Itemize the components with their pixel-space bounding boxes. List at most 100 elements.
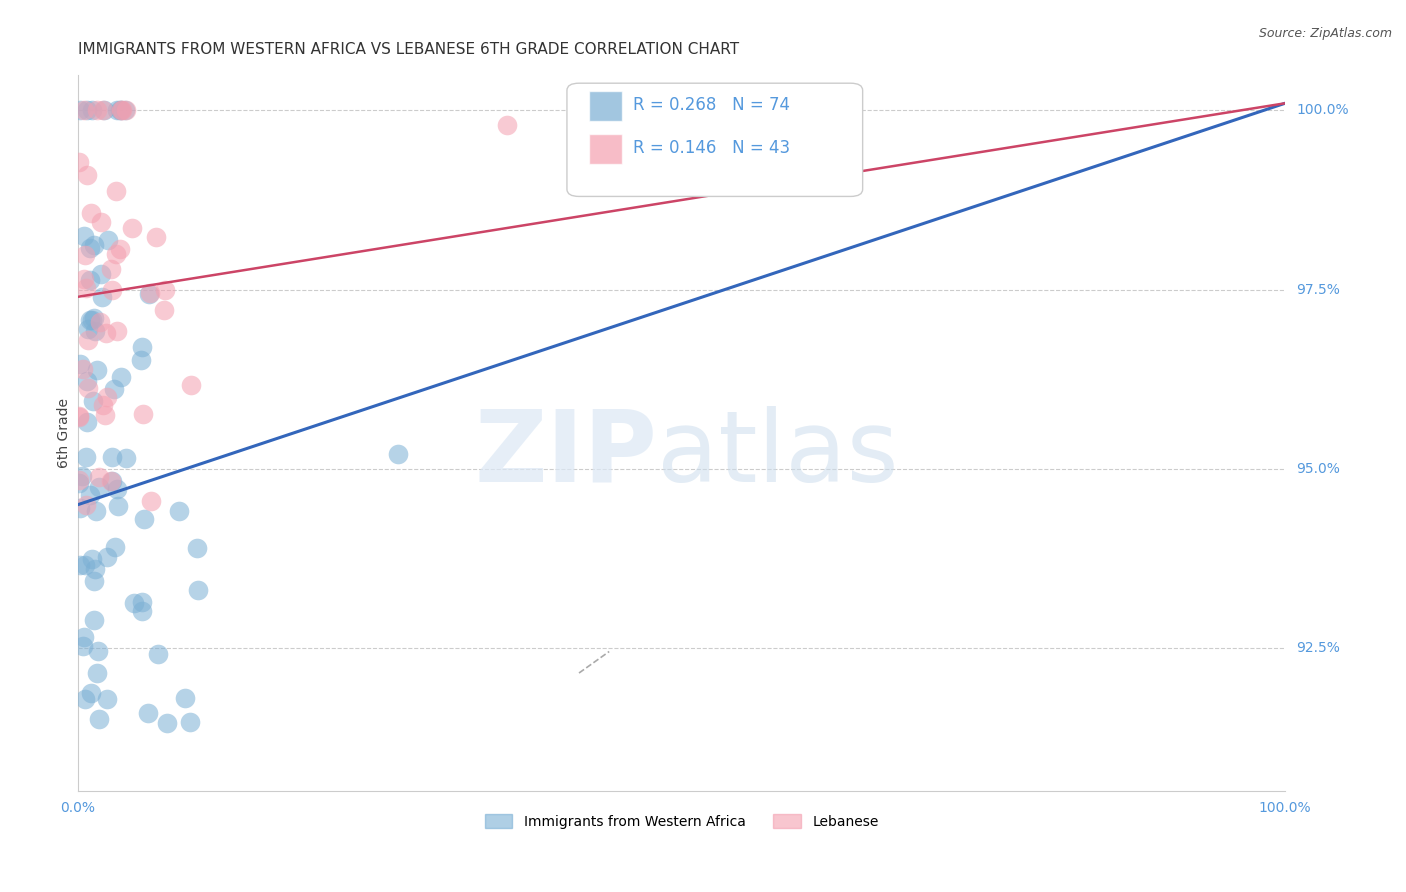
Point (82, 313, 104, 327)
Point (67, 155, 90, 169)
Point (114, 103, 136, 118)
Point (69, 558, 91, 572)
Point (96, 390, 118, 404)
Point (84, 504, 107, 518)
Point (76, 103, 98, 118)
Point (91, 398, 114, 412)
Point (129, 352, 152, 367)
Point (297, 855, 319, 870)
Point (101, 474, 124, 488)
Point (73, 248, 96, 262)
Point (110, 243, 132, 257)
Point (90, 215, 112, 229)
Point (141, 494, 163, 508)
Point (73, 272, 96, 286)
Point (104, 541, 127, 555)
Point (131, 594, 153, 608)
Point (86, 363, 108, 377)
Point (79, 313, 101, 327)
Point (89, 480, 111, 494)
Point (108, 103, 131, 118)
Point (180, 378, 202, 392)
Point (69, 357, 91, 371)
Point (105, 247, 128, 261)
Point (67, 473, 90, 487)
Point (131, 341, 153, 355)
Point (93, 103, 115, 118)
Y-axis label: 6th Grade: 6th Grade (58, 398, 72, 468)
Point (79, 273, 101, 287)
Point (73, 103, 96, 118)
Point (77, 322, 100, 336)
Point (156, 716, 179, 731)
Point (89, 315, 111, 329)
Point (110, 370, 132, 384)
Point (121, 220, 143, 235)
Point (100, 262, 122, 277)
Point (115, 450, 138, 465)
Point (83, 238, 105, 252)
Point (87, 470, 110, 484)
FancyBboxPatch shape (567, 83, 863, 196)
Point (83, 613, 105, 627)
Point (80, 686, 103, 700)
Text: IMMIGRANTS FROM WESTERN AFRICA VS LEBANESE 6TH GRADE CORRELATION CHART: IMMIGRANTS FROM WESTERN AFRICA VS LEBANE… (79, 42, 740, 57)
Point (75, 558, 97, 572)
Text: R = 0.268   N = 74: R = 0.268 N = 74 (633, 96, 790, 114)
Point (75, 692, 97, 706)
Point (139, 286, 162, 301)
Point (76, 374, 98, 388)
Point (132, 512, 155, 526)
Point (91, 290, 114, 304)
Text: 97.5%: 97.5% (1296, 283, 1340, 297)
Point (97, 233, 120, 247)
Point (110, 103, 132, 118)
Point (138, 287, 160, 301)
Point (138, 706, 160, 720)
Point (96, 692, 118, 706)
Point (80, 552, 103, 566)
Point (94, 408, 117, 422)
Text: 95.0%: 95.0% (1296, 462, 1340, 475)
Point (83, 574, 105, 588)
Point (83, 311, 105, 326)
Point (105, 324, 128, 338)
Point (69, 103, 91, 118)
Point (110, 103, 132, 118)
Point (104, 185, 127, 199)
Point (75, 450, 97, 464)
Point (76, 281, 98, 295)
Point (103, 382, 125, 396)
Point (101, 450, 124, 465)
Point (100, 475, 122, 489)
Point (69, 500, 91, 515)
Point (80, 206, 103, 220)
Point (79, 242, 101, 256)
Point (87, 712, 110, 726)
Point (145, 230, 167, 244)
Point (105, 482, 128, 496)
Point (80, 103, 103, 118)
Point (169, 504, 191, 518)
Text: Source: ZipAtlas.com: Source: ZipAtlas.com (1258, 27, 1392, 40)
Point (76, 334, 98, 348)
Point (67, 409, 90, 423)
FancyBboxPatch shape (589, 134, 623, 164)
Point (67, 409, 90, 424)
FancyBboxPatch shape (589, 91, 623, 121)
Point (86, 103, 108, 118)
Point (86, 666, 108, 681)
Point (107, 499, 129, 513)
Point (67, 475, 90, 490)
Point (91, 103, 114, 118)
Point (94, 326, 117, 340)
Point (76, 169, 98, 183)
Point (179, 715, 201, 730)
Point (114, 103, 136, 118)
Point (146, 647, 169, 661)
Point (105, 103, 128, 118)
Point (153, 283, 176, 297)
Point (186, 541, 208, 555)
Point (76, 415, 98, 429)
Legend: Immigrants from Western Africa, Lebanese: Immigrants from Western Africa, Lebanese (479, 808, 884, 835)
